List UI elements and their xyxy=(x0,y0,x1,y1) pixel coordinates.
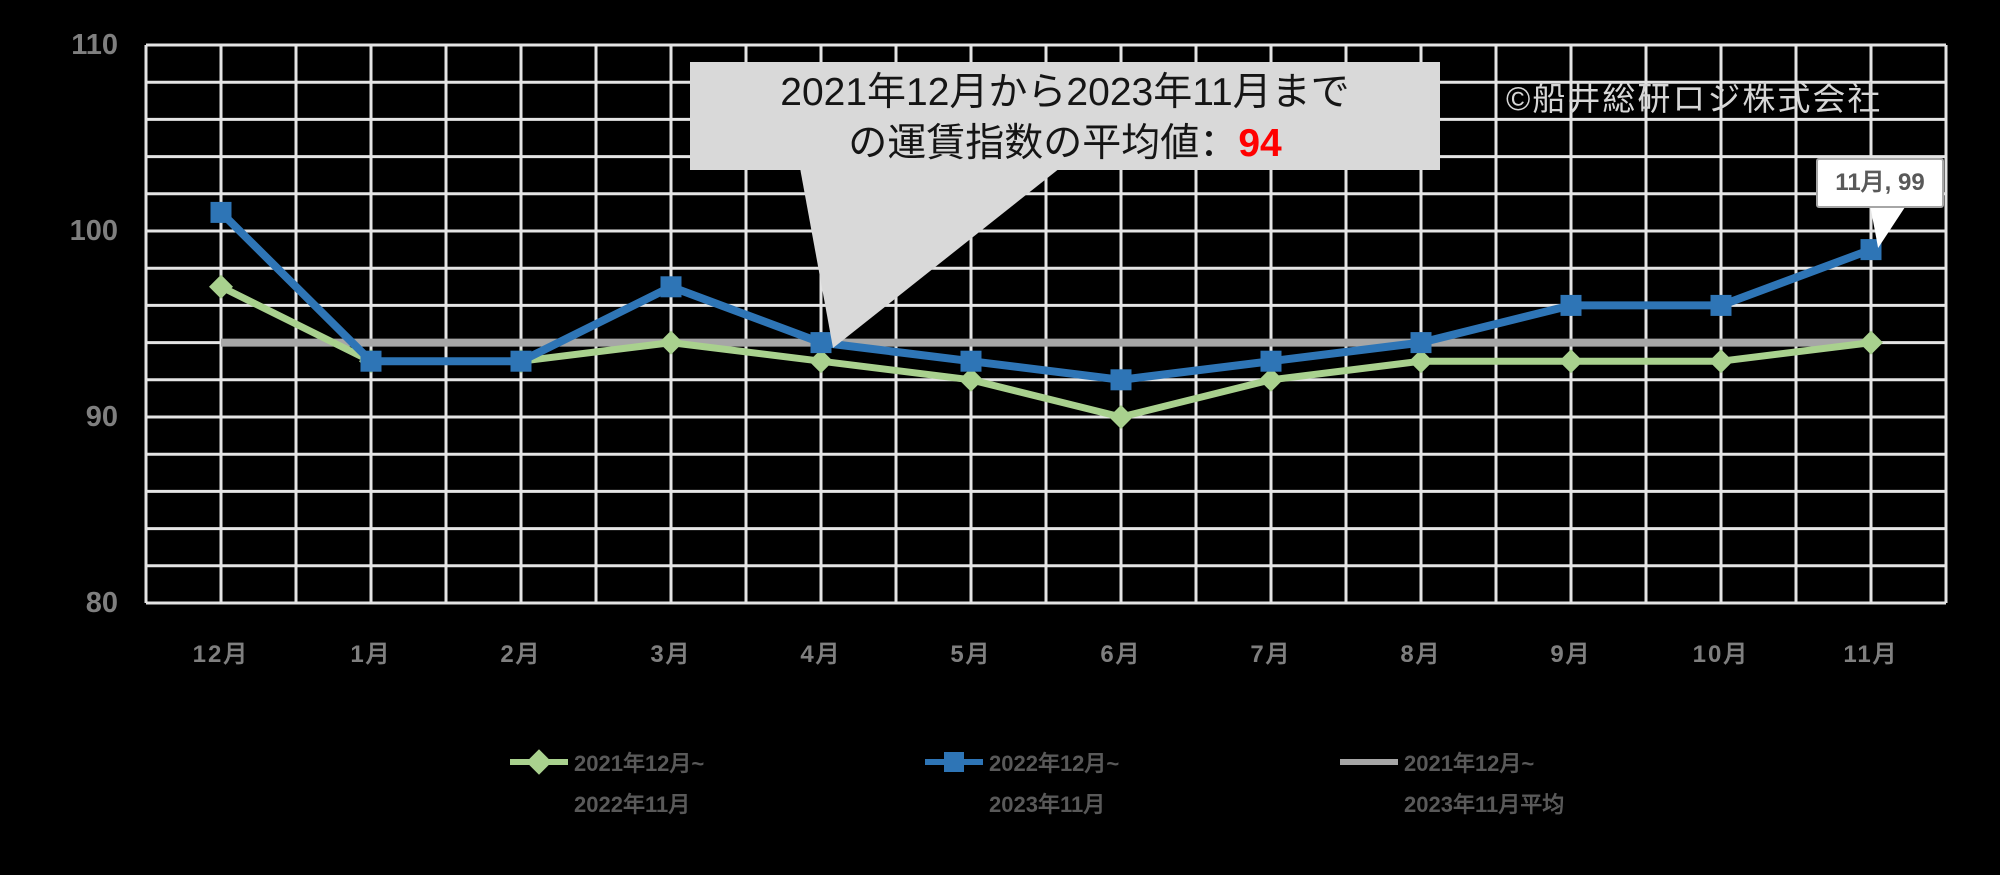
y-axis-tick: 80 xyxy=(85,587,118,619)
annotation-callout: 2021年12月から2023年11月まで の運賃指数の平均値：94 xyxy=(690,62,1440,170)
annotation-line2: の運賃指数の平均値：94 xyxy=(848,122,1282,165)
point-label: 11月, 99 xyxy=(1816,158,1944,208)
blue-series-point xyxy=(510,350,532,372)
blue-series-point xyxy=(360,350,382,372)
annotation-average-value: 94 xyxy=(1238,122,1282,165)
x-axis-label: 1月 xyxy=(350,641,392,668)
green-series-point xyxy=(809,349,833,374)
green-series-point xyxy=(1709,349,1733,374)
legend-item-gray-average: 2021年12月~ 2023年11月平均 xyxy=(1340,748,1640,819)
x-axis-label: 11月 xyxy=(1843,641,1899,668)
x-axis-label: 8月 xyxy=(1400,641,1442,668)
blue-series-point xyxy=(960,350,982,372)
green-series-point xyxy=(1259,367,1283,392)
blue-series-point xyxy=(210,201,232,223)
annotation-line1: 2021年12月から2023年11月まで xyxy=(780,71,1350,114)
green-series-point xyxy=(1109,405,1133,429)
x-axis: 12月 1月 2月 3月 4月 5月 6月 7月 8月 9月 10月 11月 xyxy=(146,634,1946,669)
green-series-point xyxy=(209,274,233,299)
legend-item-green: 2021年12月~ 2022年11月 xyxy=(510,748,810,819)
legend-label: 2021年12月~ xyxy=(1404,751,1535,776)
x-axis-label: 4月 xyxy=(800,641,842,668)
legend-label: 2022年12月~ xyxy=(989,751,1120,776)
x-axis-label: 10月 xyxy=(1692,641,1750,668)
x-axis-label: 3月 xyxy=(650,641,692,668)
blue-series-point xyxy=(1110,369,1132,391)
x-axis-label: 5月 xyxy=(950,641,992,668)
green-series-point xyxy=(1859,330,1883,355)
green-series-point xyxy=(1409,349,1433,374)
x-axis-label: 12月 xyxy=(192,641,250,668)
blue-series-point xyxy=(1560,294,1582,316)
blue-series-point xyxy=(1860,239,1882,261)
y-axis-tick: 90 xyxy=(85,401,118,433)
blue-series-point xyxy=(810,332,832,354)
gray-line-marker-icon xyxy=(1340,748,1398,776)
legend-label: 2021年12月~ xyxy=(574,751,705,776)
blue-series-point xyxy=(1410,332,1432,354)
blue-line-square-marker-icon xyxy=(925,748,983,776)
y-axis-tick: 110 xyxy=(71,29,118,61)
legend-item-blue: 2022年12月~ 2023年11月 xyxy=(925,748,1225,819)
legend-label-line2: 2022年11月 xyxy=(574,792,691,817)
blue-series-line xyxy=(217,208,1875,384)
blue-series-point xyxy=(660,276,682,298)
watermark-copyright: ©船井総研ロジ株式会社 xyxy=(1506,80,1883,117)
x-axis-label: 2月 xyxy=(500,641,542,668)
y-axis-tick: 100 xyxy=(69,215,118,247)
blue-series-point xyxy=(1710,294,1732,316)
green-series-point xyxy=(659,330,683,355)
x-axis-label: 7月 xyxy=(1250,641,1292,668)
x-axis-label: 6月 xyxy=(1100,641,1142,668)
legend-label-line2: 2023年11月平均 xyxy=(1404,792,1565,817)
blue-series-point xyxy=(1260,350,1282,372)
green-series-point xyxy=(1559,349,1583,374)
green-line-diamond-marker-icon xyxy=(510,748,568,776)
x-axis-label: 9月 xyxy=(1550,641,1592,668)
legend-label-line2: 2023年11月 xyxy=(989,792,1106,817)
green-series-point xyxy=(959,367,983,392)
